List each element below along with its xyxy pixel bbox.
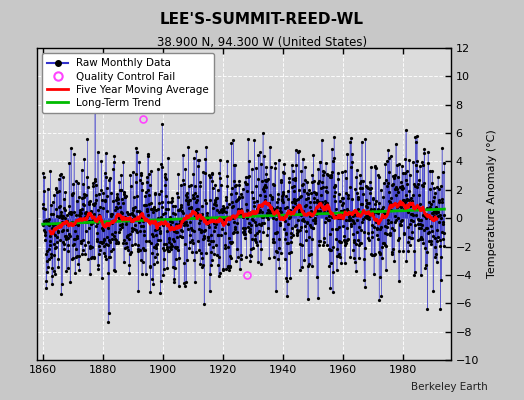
- Legend: Raw Monthly Data, Quality Control Fail, Five Year Moving Average, Long-Term Tren: Raw Monthly Data, Quality Control Fail, …: [42, 53, 214, 113]
- Text: Berkeley Earth: Berkeley Earth: [411, 382, 487, 392]
- Y-axis label: Temperature Anomaly (°C): Temperature Anomaly (°C): [487, 130, 497, 278]
- Text: 38.900 N, 94.300 W (United States): 38.900 N, 94.300 W (United States): [157, 36, 367, 49]
- Text: LEE'S-SUMMIT-REED-WL: LEE'S-SUMMIT-REED-WL: [160, 12, 364, 27]
